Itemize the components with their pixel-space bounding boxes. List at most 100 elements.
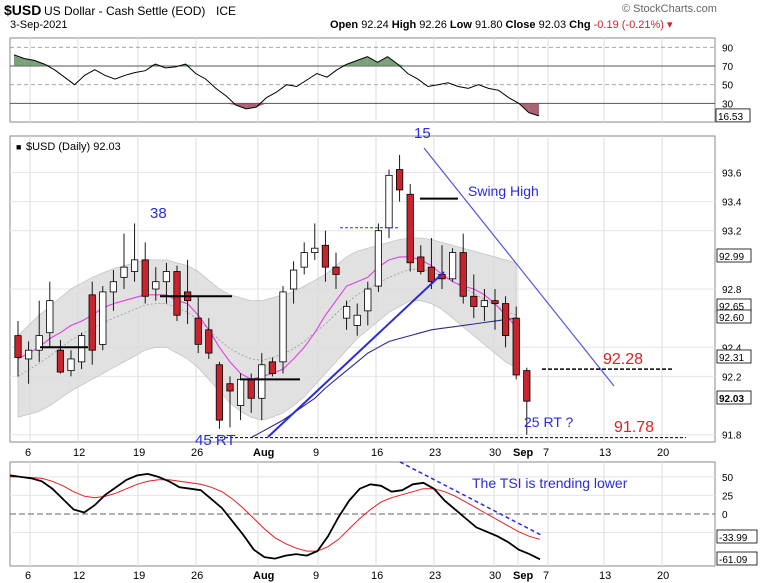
annotation-38: 38 xyxy=(150,205,167,222)
candle-body xyxy=(289,269,298,290)
candle-body xyxy=(215,364,223,421)
tsi-trend-line xyxy=(399,461,544,537)
candle-body xyxy=(374,230,383,287)
copyright-label: © StockCharts.com xyxy=(622,3,717,15)
candle-body xyxy=(342,306,351,319)
candle-body xyxy=(417,256,425,272)
candle-body xyxy=(448,252,457,280)
candle-body xyxy=(279,291,287,363)
price-x-tick: 23 xyxy=(429,447,441,459)
price-y-tick: 93.2 xyxy=(722,227,742,238)
candle-body xyxy=(480,300,489,307)
rsi-overbought-fill xyxy=(397,64,408,66)
downtrend-line xyxy=(423,147,615,387)
uptrend-line xyxy=(267,271,445,438)
price-y-tick: 92.8 xyxy=(722,285,742,296)
price-x-tick: 30 xyxy=(489,447,501,459)
tsi-x-tick: 12 xyxy=(73,570,85,582)
tsi-x-tick: 13 xyxy=(599,570,611,582)
candle-body xyxy=(501,303,510,337)
candle-body xyxy=(236,378,245,406)
tsi-signal-badge-box xyxy=(716,529,758,544)
tsi-x-tick: 26 xyxy=(191,570,203,582)
low-label: Low xyxy=(449,19,472,31)
candle-body xyxy=(56,349,65,373)
high-value: 92.26 xyxy=(419,19,447,31)
tsi-x-tick: 6 xyxy=(25,570,31,582)
rsi-overbought-fill xyxy=(377,56,388,66)
candle-body xyxy=(332,266,340,275)
chg-label: Chg xyxy=(569,19,591,31)
tsi-x-tick: 9 xyxy=(313,570,319,582)
rsi-y-tick: 50 xyxy=(722,81,734,92)
price-badge-9265: 92.65 xyxy=(719,302,744,313)
tsi-x-tick: 30 xyxy=(489,570,501,582)
price-x-tick: 7 xyxy=(543,447,549,459)
price-y-tick: 92.2 xyxy=(722,372,742,383)
rsi-panel-frame xyxy=(9,37,716,123)
candle-body xyxy=(491,300,499,304)
tsi-signal-badge: -33.99 xyxy=(719,533,748,544)
high-label: High xyxy=(391,19,417,31)
tsi-line xyxy=(9,472,541,561)
chg-value: -0.19 (-0.21%) xyxy=(593,19,664,31)
price-legend: $USD (Daily) 92.03 xyxy=(26,141,121,153)
tsi-annotation: The TSI is trending lower xyxy=(472,475,628,491)
annotation-swing-high: Swing High xyxy=(468,183,539,199)
tsi-x-tick: Aug xyxy=(253,570,274,582)
price-x-tick: Aug xyxy=(253,447,274,459)
candle-body xyxy=(427,266,436,283)
candle-body xyxy=(512,317,520,376)
price-badge-9203: 92.03 xyxy=(719,394,744,405)
price-x-tick: 6 xyxy=(25,447,31,459)
rsi-overbought-fill xyxy=(357,56,368,66)
candle-body xyxy=(78,335,86,363)
candle-body xyxy=(459,252,467,297)
price-y-tick: 93.4 xyxy=(722,198,742,209)
rsi-overbought-fill xyxy=(14,54,25,66)
close-label: Close xyxy=(505,19,536,31)
candle-body xyxy=(35,335,43,351)
price-badge-9260-box xyxy=(716,309,752,324)
candle-body xyxy=(311,247,319,253)
price-x-tick: Sep xyxy=(513,447,533,459)
candle-body xyxy=(300,252,308,268)
date-label: 3-Sep-2021 xyxy=(10,19,68,31)
price-x-tick: 16 xyxy=(371,447,383,459)
annotation-15: 15 xyxy=(414,125,431,142)
price-badge-9231: 92.31 xyxy=(719,353,744,364)
candle-body xyxy=(152,281,160,290)
tsi-value-badge: -61.09 xyxy=(719,555,748,566)
annotation-9228: 92.28 xyxy=(603,351,643,368)
price-x-tick: 19 xyxy=(133,447,145,459)
price-y-tick: 92.4 xyxy=(722,343,742,354)
price-badge-9299: 92.99 xyxy=(719,252,744,263)
tsi-y-tick: 0 xyxy=(722,510,728,521)
price-badge-9299-box xyxy=(716,248,752,263)
candle-body xyxy=(523,370,531,402)
tsi-value-badge-box xyxy=(716,551,758,566)
rsi-oversold-fill xyxy=(246,103,257,109)
price-y-tick: 91.8 xyxy=(722,431,742,442)
candle-body xyxy=(173,271,181,316)
rsi-y-tick: 90 xyxy=(722,43,734,54)
tsi-x-tick: Sep xyxy=(513,570,533,582)
candle-body xyxy=(194,317,202,345)
price-badge-9203-box xyxy=(716,390,752,405)
tsi-y-tick: 50 xyxy=(722,473,734,484)
open-label: Open xyxy=(330,19,359,31)
annotation-45rt: 45 RT xyxy=(195,432,236,449)
candle-body xyxy=(14,335,22,358)
rsi-y-tick: 30 xyxy=(722,99,734,110)
candle-body xyxy=(321,244,330,268)
tsi-x-tick: 16 xyxy=(371,570,383,582)
rsi-oversold-fill xyxy=(226,103,237,106)
candle-body xyxy=(109,281,117,293)
candle-body xyxy=(364,288,372,312)
candle-body xyxy=(46,300,54,334)
price-y-tick: 93.6 xyxy=(722,168,742,179)
rsi-value-badge: 16.53 xyxy=(718,112,743,123)
price-x-tick: 9 xyxy=(313,447,319,459)
candle-body xyxy=(226,383,234,392)
